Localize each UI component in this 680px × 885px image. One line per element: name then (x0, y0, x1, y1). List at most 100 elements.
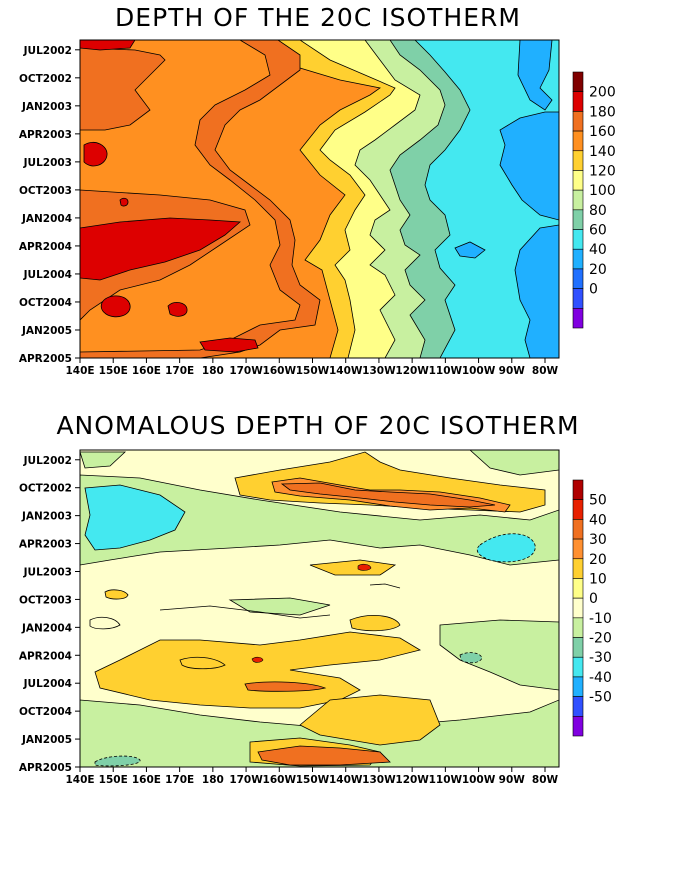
colorbar-label: 40 (589, 242, 607, 258)
y-tick-label: JAN2005 (21, 325, 72, 337)
x-tick-label: 80W (532, 365, 559, 377)
bottom-region-m10d (439, 619, 559, 691)
bottom-region-m10f (80, 451, 127, 469)
y-tick-label: OCT2003 (19, 185, 72, 197)
colorbar-label: 10 (589, 571, 607, 587)
colorbar-swatch (572, 676, 584, 697)
y-tick-label: APR2005 (19, 353, 72, 365)
bottom-region-10f (104, 589, 129, 600)
colorbar-swatch (572, 558, 584, 579)
top-region-180g (119, 197, 129, 207)
colorbar-label: -40 (589, 670, 612, 686)
y-tick-label: JAN2005 (21, 734, 72, 746)
x-tick-label: 140W (329, 774, 363, 786)
colorbar-label: 100 (589, 183, 616, 199)
colorbar-label: 180 (589, 104, 616, 120)
top-region-180e (167, 302, 188, 317)
y-tick-label: JUL2003 (23, 566, 72, 578)
colorbar-swatch (572, 597, 584, 619)
x-tick-label: 150E (99, 365, 128, 377)
bottom-region-m10b (469, 450, 559, 476)
colorbar-swatch (572, 696, 584, 717)
top-region-20a (517, 40, 553, 111)
colorbar-label: 30 (589, 532, 607, 548)
colorbar-swatch (572, 538, 584, 560)
y-tick-label: JAN2003 (21, 511, 72, 523)
colorbar-swatch (572, 229, 584, 250)
bottom-x-axis: 140E 150E 160E 170E 180 170W 160W 150W 140W 130W 1… (65, 767, 559, 786)
bottom-region-m20b (476, 533, 536, 563)
colorbar-swatch (572, 268, 584, 289)
bottom-region-20d (357, 563, 372, 571)
colorbar-swatch (572, 189, 584, 211)
top-region-180d (100, 295, 131, 318)
colorbar-label: 0 (589, 591, 598, 607)
top-x-axis: 140E 150E 160E 170E 180 170W 160W 150W 140W 130W 1… (65, 358, 559, 377)
bottom-plot-frame (79, 449, 560, 768)
colorbar-label: 160 (589, 124, 616, 140)
x-tick-label: 140E (65, 774, 94, 786)
y-tick-label: APR2003 (19, 129, 72, 141)
colorbar-label: 0 (589, 282, 598, 298)
bottom-region-10g (349, 615, 401, 632)
bottom-region-10b (94, 631, 422, 709)
colorbar-swatch (572, 617, 584, 638)
colorbar-label: -20 (589, 631, 612, 647)
top-region-20c (514, 224, 559, 358)
colorbar-swatch (572, 288, 584, 309)
y-tick-label: JUL2002 (23, 45, 72, 57)
top-region-180c (80, 217, 241, 281)
colorbar-swatch (572, 656, 584, 678)
bottom-heatmap (80, 450, 559, 767)
colorbar-swatch (572, 150, 584, 171)
x-tick-label: 150W (296, 365, 330, 377)
x-tick-label: 170E (165, 774, 194, 786)
bottom-colorbar: 50 40 30 20 10 0 -10 -20 -30 -40 -50 (572, 479, 612, 737)
x-tick-label: 160W (263, 365, 297, 377)
bottom-region-30a (280, 482, 496, 508)
x-tick-label: 130W (362, 774, 396, 786)
x-tick-label: 100W (462, 365, 496, 377)
colorbar-swatch (572, 499, 584, 520)
colorbar-swatch (572, 170, 584, 191)
x-tick-label: 160E (132, 774, 161, 786)
bottom-y-axis: JUL2002 OCT2002 JAN2003 APR2003 JUL2003 OCT20… (19, 455, 80, 774)
x-tick-label: 140E (65, 365, 94, 377)
colorbar-swatch (572, 308, 584, 329)
y-tick-label: OCT2004 (19, 706, 72, 718)
x-tick-label: 180 (202, 774, 224, 786)
colorbar-label: 60 (589, 223, 607, 239)
x-tick-label: 160W (263, 774, 297, 786)
bottom-contour-d (89, 616, 121, 630)
top-heatmap (80, 40, 559, 358)
colorbar-swatch (572, 130, 584, 152)
x-tick-label: 160E (132, 365, 161, 377)
colorbar-label: -30 (589, 650, 612, 666)
colorbar-label: -10 (589, 611, 612, 627)
y-tick-label: OCT2004 (19, 297, 72, 309)
x-tick-label: 90W (499, 365, 526, 377)
colorbar-label: 140 (589, 144, 616, 160)
y-tick-label: JUL2003 (23, 157, 72, 169)
top-region-20b (499, 111, 559, 221)
y-tick-label: APR2005 (19, 762, 72, 774)
x-tick-label: 90W (499, 774, 526, 786)
colorbar-swatch (572, 248, 584, 270)
bottom-region-m20c (94, 755, 141, 767)
y-tick-label: APR2004 (19, 650, 72, 662)
bottom-contour-a (159, 605, 331, 619)
y-tick-label: OCT2003 (19, 594, 72, 606)
bottom-chart-title: ANOMALOUS DEPTH OF 20C ISOTHERM (56, 411, 579, 440)
y-tick-label: OCT2002 (19, 483, 72, 495)
bottom-region-10e (309, 559, 397, 576)
colorbar-label: 20 (589, 262, 607, 278)
colorbar-swatch (572, 91, 584, 112)
x-tick-label: 120W (395, 365, 429, 377)
top-region-180f (199, 337, 259, 353)
x-tick-label: 170E (165, 365, 194, 377)
colorbar-swatch (572, 111, 584, 132)
y-tick-label: APR2003 (19, 539, 72, 551)
x-tick-label: 110W (429, 365, 463, 377)
